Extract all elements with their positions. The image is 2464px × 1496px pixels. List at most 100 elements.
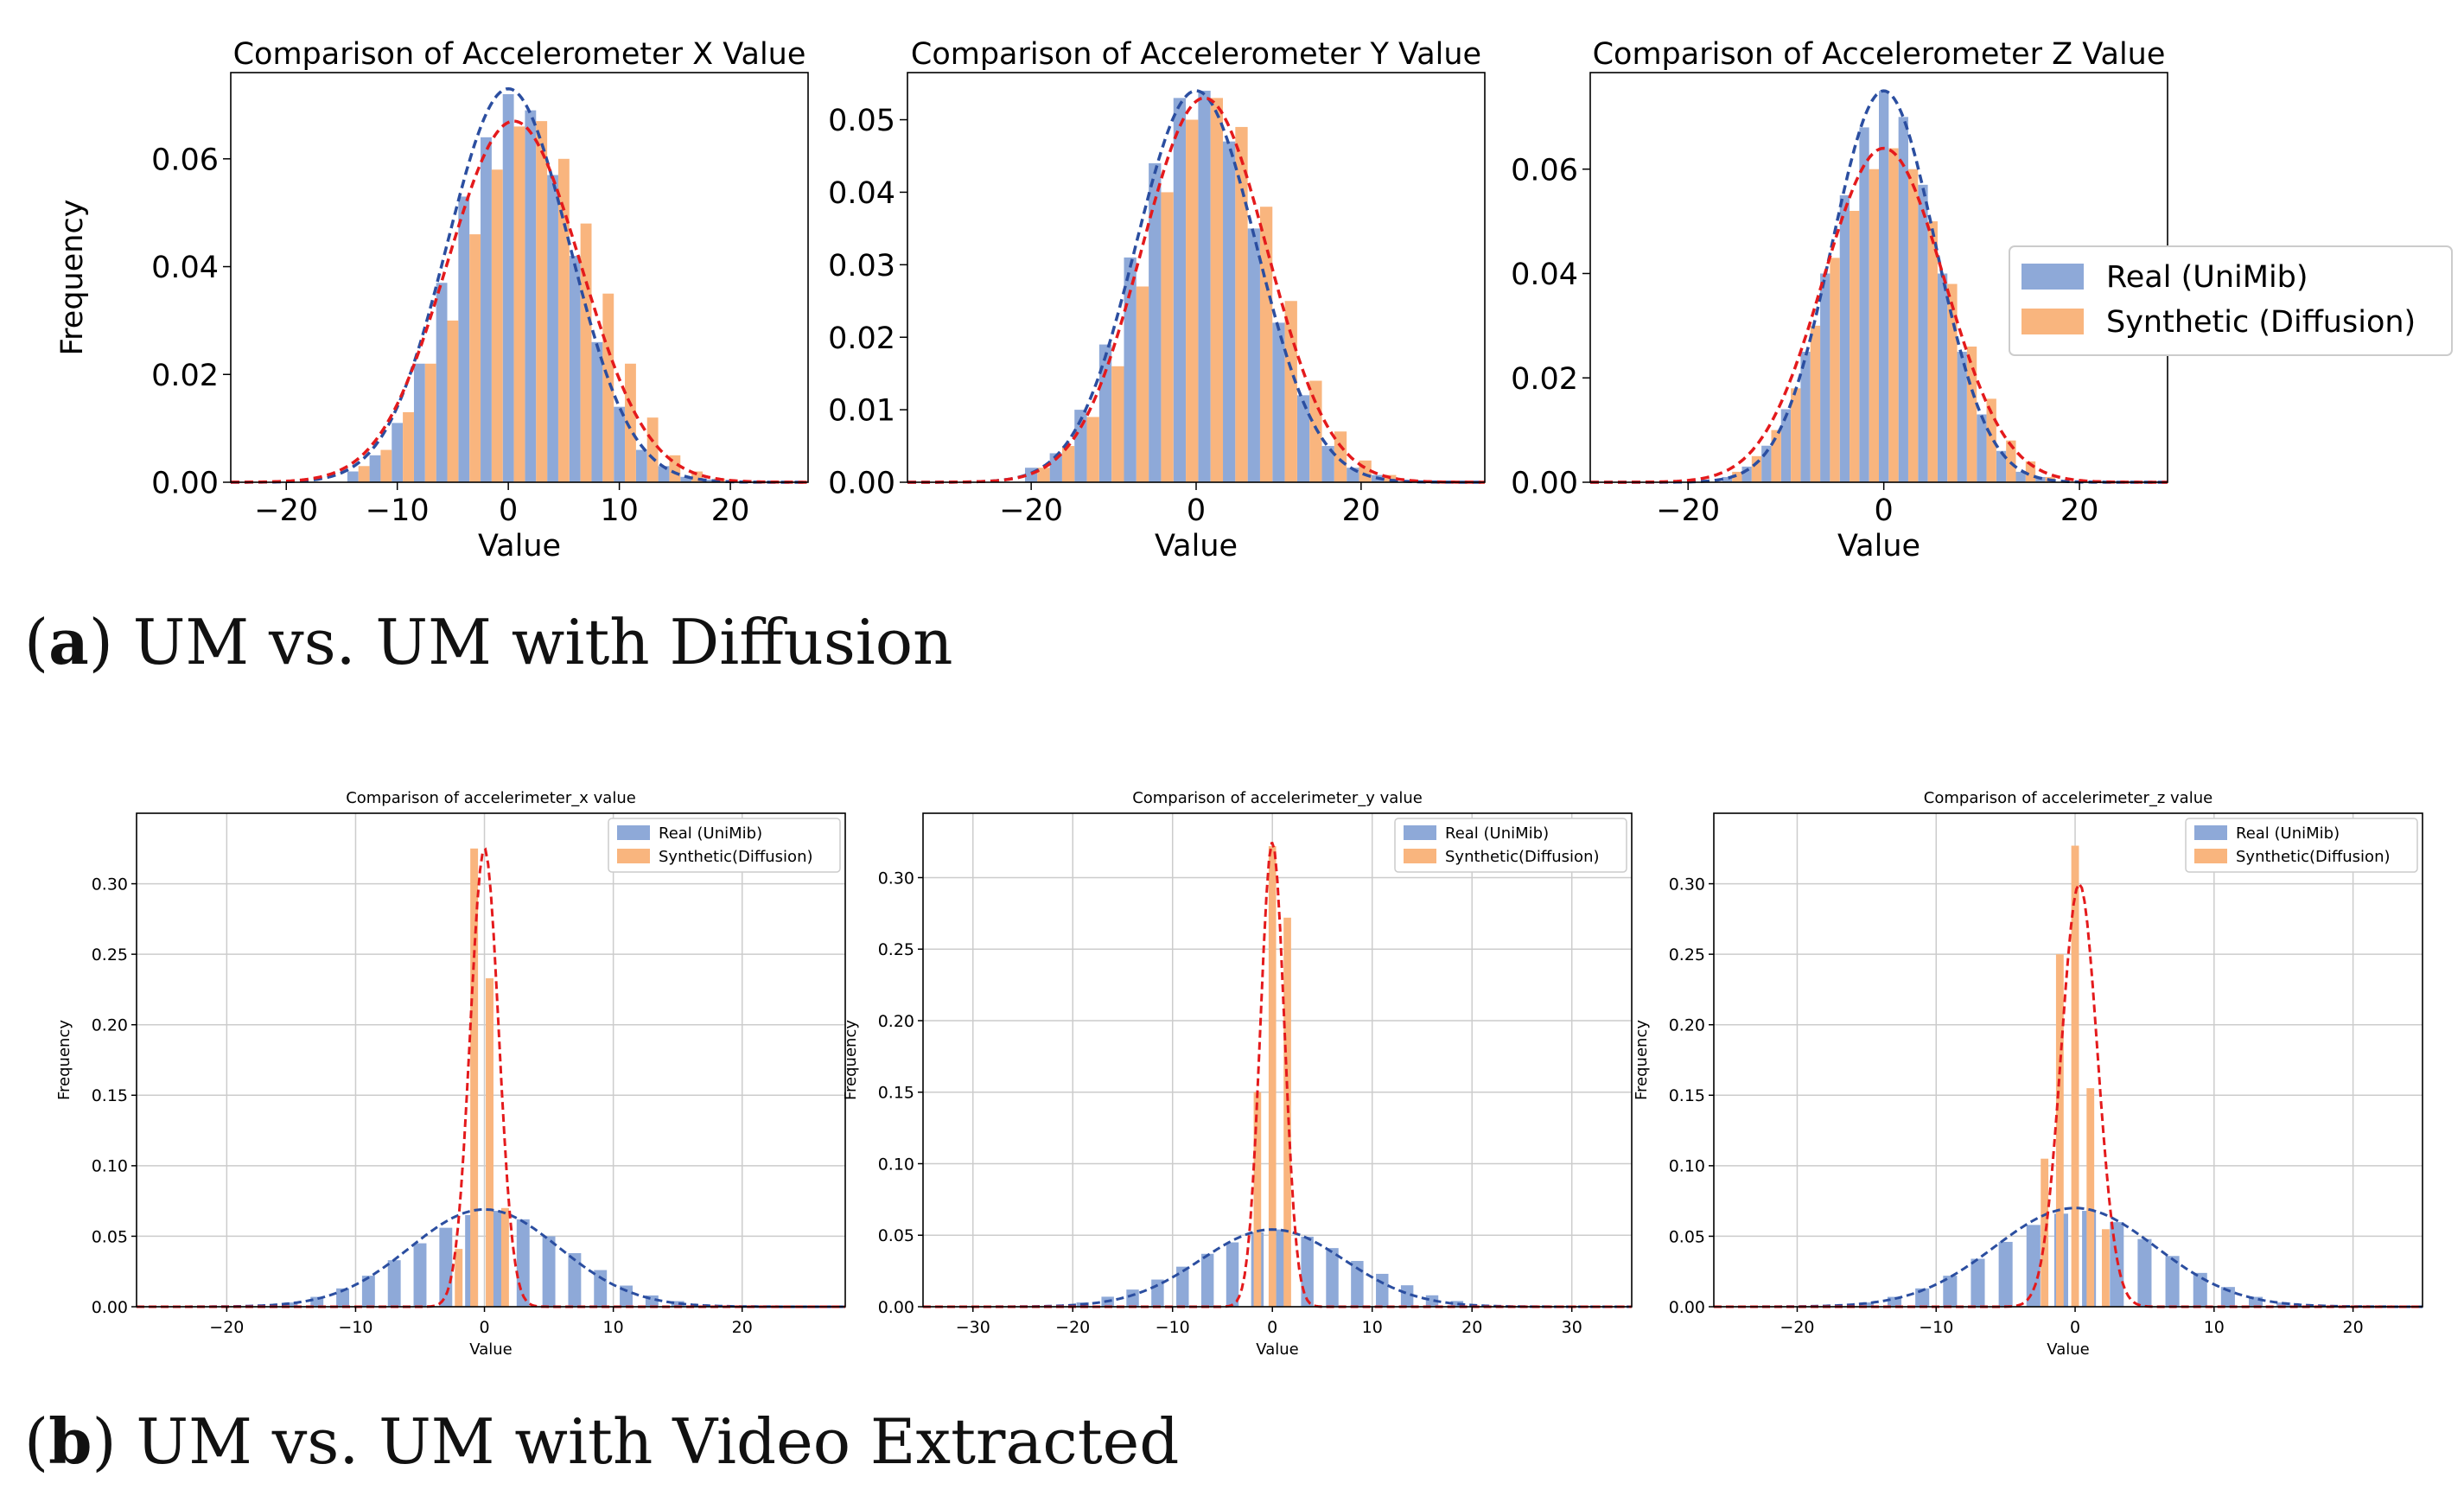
bar xyxy=(1450,1301,1464,1307)
bar xyxy=(336,1288,349,1307)
bar xyxy=(458,196,470,482)
y-tick-label: 0.00 xyxy=(92,1298,128,1317)
x-tick-label: −10 xyxy=(366,493,430,528)
legend-swatch xyxy=(617,849,650,863)
x-tick-label: 20 xyxy=(1461,1318,1482,1337)
x-tick-label: 20 xyxy=(2343,1318,2364,1337)
bar xyxy=(580,223,592,482)
bar xyxy=(439,1227,453,1307)
bar xyxy=(671,1301,684,1307)
y-tick-label: 0.06 xyxy=(151,143,219,177)
y-tick-label: 0.05 xyxy=(92,1227,128,1246)
bar xyxy=(1272,322,1285,482)
bar xyxy=(413,363,425,482)
chart-title: Comparison of Accelerometer X Value xyxy=(233,37,806,72)
bar xyxy=(525,110,537,482)
bar xyxy=(646,417,659,482)
bar xyxy=(1898,117,1908,483)
x-tick-label: −30 xyxy=(956,1318,990,1337)
x-tick-label: −10 xyxy=(1156,1318,1190,1337)
y-tick-label: 0.00 xyxy=(828,467,895,501)
x-tick-label: 0 xyxy=(1875,493,1894,528)
bar xyxy=(1966,347,1977,482)
bar xyxy=(2086,1088,2095,1307)
bar xyxy=(1098,344,1112,482)
legend-swatch xyxy=(1404,849,1436,863)
chart-title: Comparison of accelerimeter_x value xyxy=(346,789,636,807)
y-tick-label: 0.15 xyxy=(1669,1086,1705,1105)
bar xyxy=(1149,162,1162,483)
bar xyxy=(1869,169,1879,482)
bar xyxy=(2055,954,2064,1307)
x-tick-label: −20 xyxy=(999,493,1063,528)
y-tick-label: 0.20 xyxy=(878,1012,914,1031)
bar xyxy=(491,1211,504,1307)
bar xyxy=(2026,1225,2041,1307)
bar xyxy=(1977,414,1987,482)
bar xyxy=(1247,228,1260,482)
bar xyxy=(2025,461,2036,482)
axes-frame xyxy=(1713,812,2423,1308)
x-axis-label: Value xyxy=(2047,1340,2089,1359)
bar xyxy=(1351,1261,1364,1307)
bar xyxy=(1986,398,1996,482)
x-tick-label: 20 xyxy=(732,1318,753,1337)
chart-b3: −20 −10 0 10 20 0.00 0.05 0.10 0.15 0.20 0.25 0.30 C… xyxy=(1633,789,2423,1359)
legend-box xyxy=(2009,245,2453,356)
legend-box xyxy=(2185,818,2418,873)
chart-a1: −20 −10 0 10 20 0.00 0.02 0.04 0.06 Comparison of… xyxy=(55,37,809,563)
y-tick-label: 0.02 xyxy=(151,359,219,393)
bar xyxy=(1998,1241,2013,1307)
x-tick-label: 10 xyxy=(600,493,639,528)
bar xyxy=(2110,1222,2124,1307)
legend-swatch xyxy=(2194,849,2227,863)
chart-title: Comparison of Accelerometer Z Value xyxy=(1593,37,2166,72)
bar xyxy=(1771,430,1781,482)
synthetic-fit-curve xyxy=(1590,146,2168,484)
legend-label: Real (UniMib) xyxy=(2106,260,2308,295)
bar xyxy=(361,1276,375,1307)
x-tick-label: −20 xyxy=(1780,1318,1814,1337)
bar xyxy=(542,1236,556,1307)
axes-frame xyxy=(922,812,1633,1308)
bar xyxy=(557,158,570,482)
x-tick-label: 10 xyxy=(1362,1318,1383,1337)
y-tick-label: 0.04 xyxy=(828,176,895,211)
chart-a2: −20 0 20 0.00 0.01 0.02 0.03 0.04 0.05 Comparison… xyxy=(828,37,1486,563)
chart-b1: −20 −10 0 10 20 0.00 0.05 0.10 0.15 0.20 0.25 0.30 C… xyxy=(55,789,846,1359)
bar xyxy=(1943,1276,1958,1307)
bar xyxy=(491,169,503,482)
bar xyxy=(470,848,479,1307)
chart-a3: −20 0 20 0.00 0.02 0.04 0.06 Comparison of Acce… xyxy=(1511,37,2453,563)
bar xyxy=(1124,257,1136,482)
legend-swatch xyxy=(2021,309,2084,334)
y-tick-label: 0.15 xyxy=(878,1084,914,1103)
y-tick-label: 0.00 xyxy=(1669,1298,1705,1317)
x-tick-label: 0 xyxy=(2070,1318,2080,1337)
y-axis-label: Frequency xyxy=(1633,1020,1651,1100)
legend-label: Real (UniMib) xyxy=(2236,824,2340,843)
bar xyxy=(500,1207,509,1307)
bar xyxy=(347,471,359,482)
x-tick-label: 20 xyxy=(2060,493,2099,528)
bar xyxy=(1296,395,1310,482)
x-tick-label: 0 xyxy=(1267,1318,1277,1337)
bar xyxy=(436,283,448,482)
x-axis-label: Value xyxy=(1155,529,1238,563)
x-tick-label: −20 xyxy=(1656,493,1720,528)
bar xyxy=(481,137,492,482)
bar xyxy=(1927,221,1938,482)
bar xyxy=(369,455,381,482)
bar xyxy=(1937,273,1948,482)
bar xyxy=(635,449,647,482)
bar xyxy=(594,1270,608,1307)
legend-swatch xyxy=(1404,825,1436,840)
legend-label: Synthetic (Diffusion) xyxy=(2106,305,2416,340)
legend-box xyxy=(608,818,841,873)
bar xyxy=(392,423,404,482)
bar xyxy=(513,126,525,483)
bar xyxy=(1326,1248,1339,1307)
bar xyxy=(1086,417,1099,482)
bar xyxy=(569,256,581,482)
